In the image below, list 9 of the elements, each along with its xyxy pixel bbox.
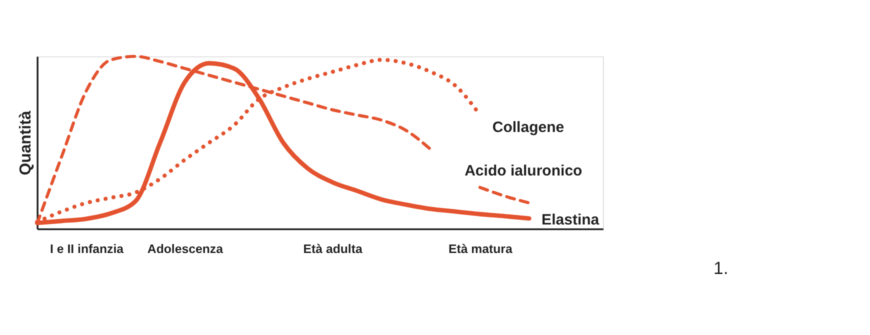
x-tick-label: I e II infanzia: [50, 242, 124, 256]
x-tick-label: Età matura: [448, 242, 512, 256]
series-label: Collagene: [492, 118, 564, 136]
y-axis-title: Quantità: [18, 110, 35, 176]
series-label: Acido ialuronico: [464, 162, 582, 180]
text: 1.: [714, 258, 728, 278]
x-tick-label: Adolescenza: [147, 242, 224, 256]
series-label: Elastina: [542, 212, 600, 229]
x-tick-label: Età adulta: [303, 242, 362, 256]
